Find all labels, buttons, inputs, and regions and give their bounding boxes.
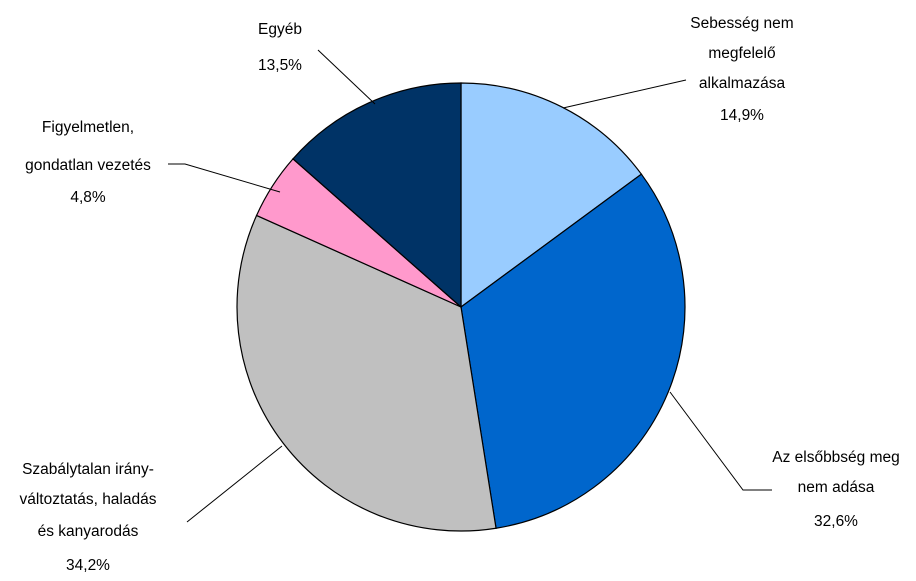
slice-value-label-4: 13,5%	[258, 57, 302, 74]
leader-line-4	[317, 49, 376, 105]
slice-label-2-line-1: változtatás, haladás	[19, 491, 156, 508]
leader-line-2	[186, 445, 283, 523]
slice-label-3-line-0: Figyelmetlen,	[42, 119, 134, 136]
slice-label-0-line-1: megfelelő	[708, 45, 775, 62]
slice-label-4-line-0: Egyéb	[258, 21, 302, 38]
slice-value-label-3: 4,8%	[70, 189, 106, 206]
slice-label-0-line-0: Sebesség nem	[690, 15, 793, 32]
slice-label-3-line-1: gondatlan vezetés	[25, 157, 151, 174]
slice-label-1-line-0: Az elsőbbség meg	[772, 449, 900, 466]
slice-label-1-line-1: nem adása	[798, 479, 875, 496]
pie-slice-0	[460, 82, 643, 309]
pie-slices	[236, 82, 686, 532]
slice-value-label-0: 14,9%	[720, 107, 764, 124]
pie-slice-1	[460, 173, 686, 529]
leader-line-0	[562, 79, 687, 109]
slice-label-0-line-2: alkalmazása	[699, 75, 786, 92]
pie-slice-4	[292, 82, 462, 309]
leader-line-3	[168, 163, 281, 193]
slice-value-label-2: 34,2%	[66, 557, 110, 574]
leader-line-1	[669, 391, 772, 491]
slice-label-2-line-2: és kanyarodás	[38, 523, 139, 540]
slice-labels: Sebesség nem megfelelő alkalmazása 14,9% Az …	[19, 15, 899, 574]
slice-value-label-1: 32,6%	[814, 513, 858, 530]
slice-label-2-line-0: Szabálytalan irány-	[22, 461, 154, 478]
leader-lines	[168, 49, 772, 523]
